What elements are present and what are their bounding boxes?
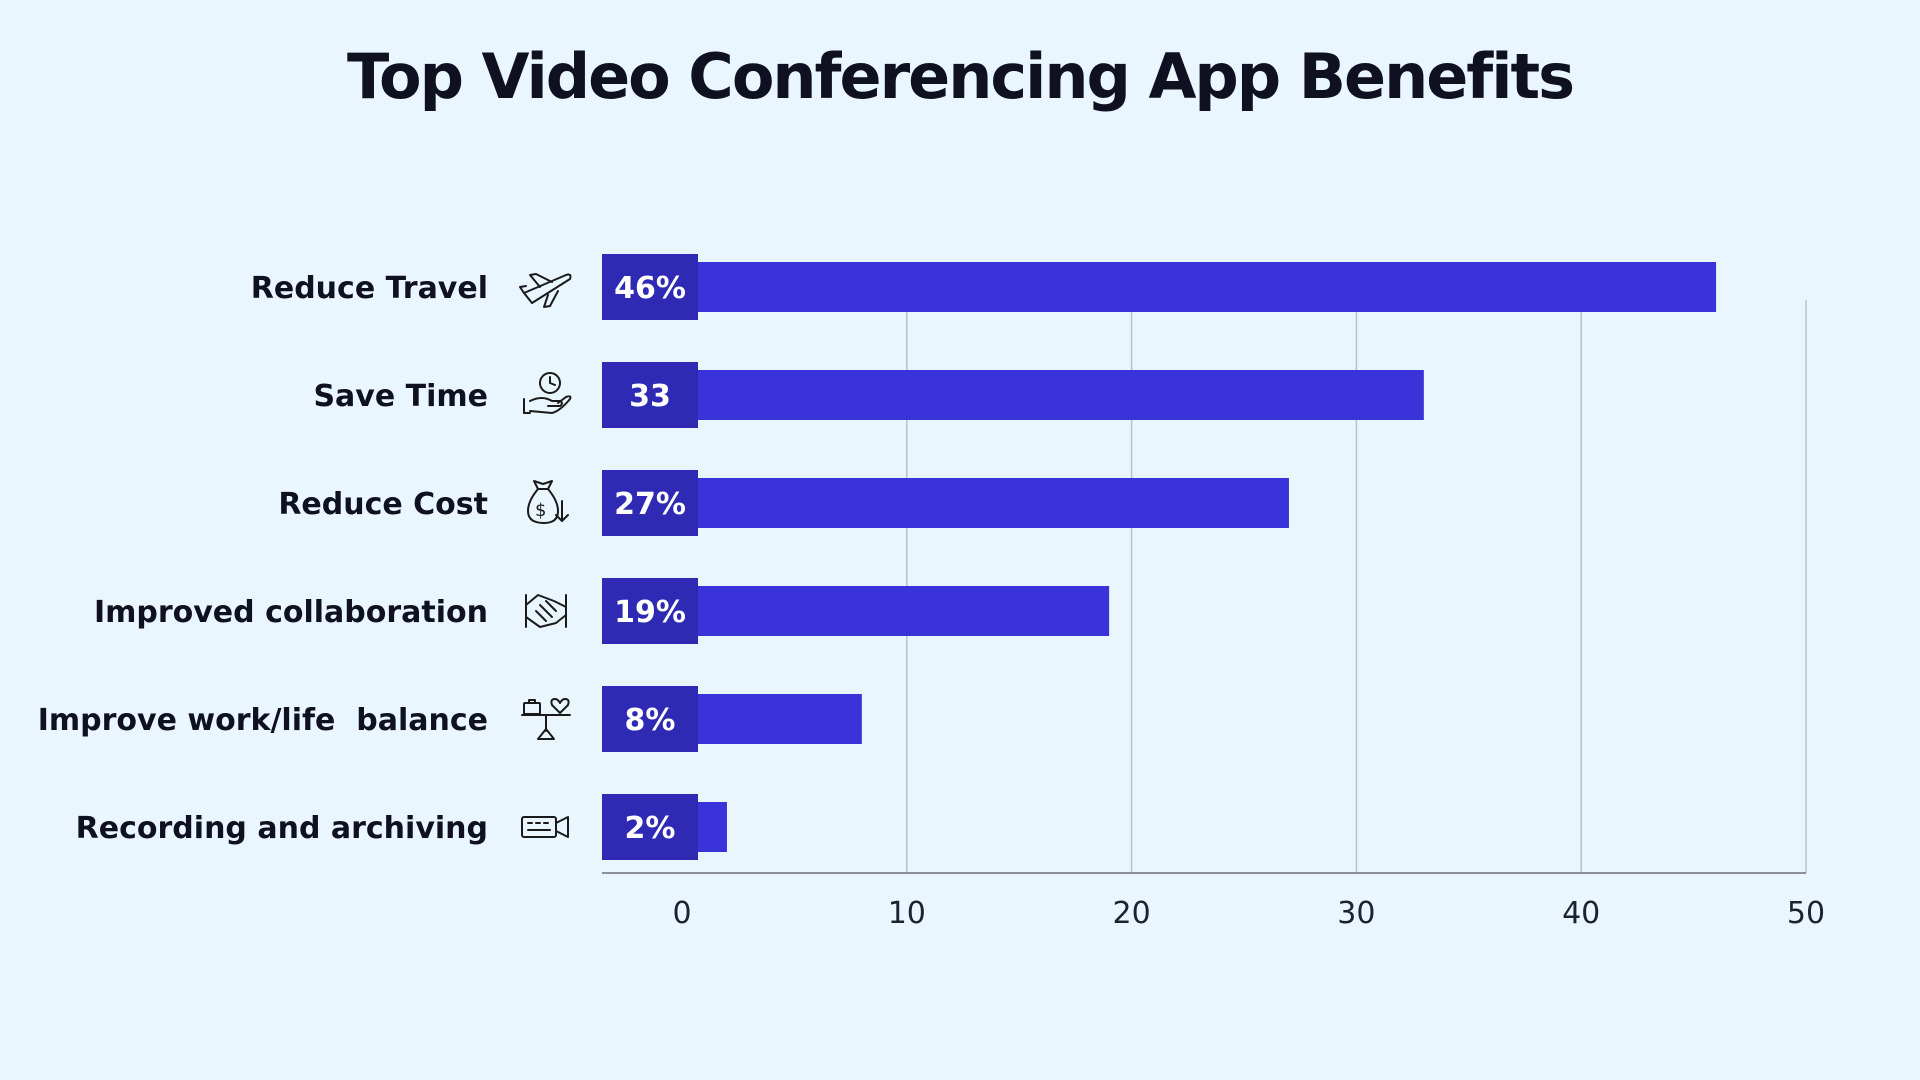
data-label-box xyxy=(602,362,698,428)
data-label: 27% xyxy=(614,487,686,522)
bar xyxy=(602,262,1717,312)
data-label: 8% xyxy=(625,703,676,738)
category-label: Improve work/life balance xyxy=(38,703,488,738)
x-tick-label: 20 xyxy=(1113,896,1151,931)
data-label-box xyxy=(602,254,698,320)
x-tick-label: 40 xyxy=(1562,896,1600,931)
x-tick-label: 10 xyxy=(888,896,926,931)
airplane-icon xyxy=(519,273,572,308)
chart-title: Top Video Conferencing App Benefits xyxy=(346,40,1575,113)
bar xyxy=(602,478,1289,528)
category-label: Save Time xyxy=(313,379,488,414)
money-bag-icon xyxy=(527,480,569,524)
category-label: Recording and archiving xyxy=(76,811,488,846)
hand-clock-icon xyxy=(523,372,572,414)
x-tick-label: 30 xyxy=(1337,896,1375,931)
video-camera-icon xyxy=(521,816,569,838)
category-label: Improved collaboration xyxy=(94,595,488,630)
data-label: 33 xyxy=(629,379,671,414)
handshake-icon xyxy=(525,594,567,628)
work-life-scale-icon xyxy=(521,698,571,740)
data-label-box xyxy=(602,470,698,536)
data-label: 46% xyxy=(614,271,686,306)
bar xyxy=(602,370,1424,420)
category-label: Reduce Travel xyxy=(251,271,488,306)
x-tick-label: 0 xyxy=(672,896,691,931)
data-label-box xyxy=(602,794,698,860)
data-label-box xyxy=(602,686,698,752)
data-label: 19% xyxy=(614,595,686,630)
x-tick-label: 50 xyxy=(1787,896,1825,931)
data-label: 2% xyxy=(625,811,676,846)
data-label-box xyxy=(602,578,698,644)
category-label: Reduce Cost xyxy=(278,487,488,522)
